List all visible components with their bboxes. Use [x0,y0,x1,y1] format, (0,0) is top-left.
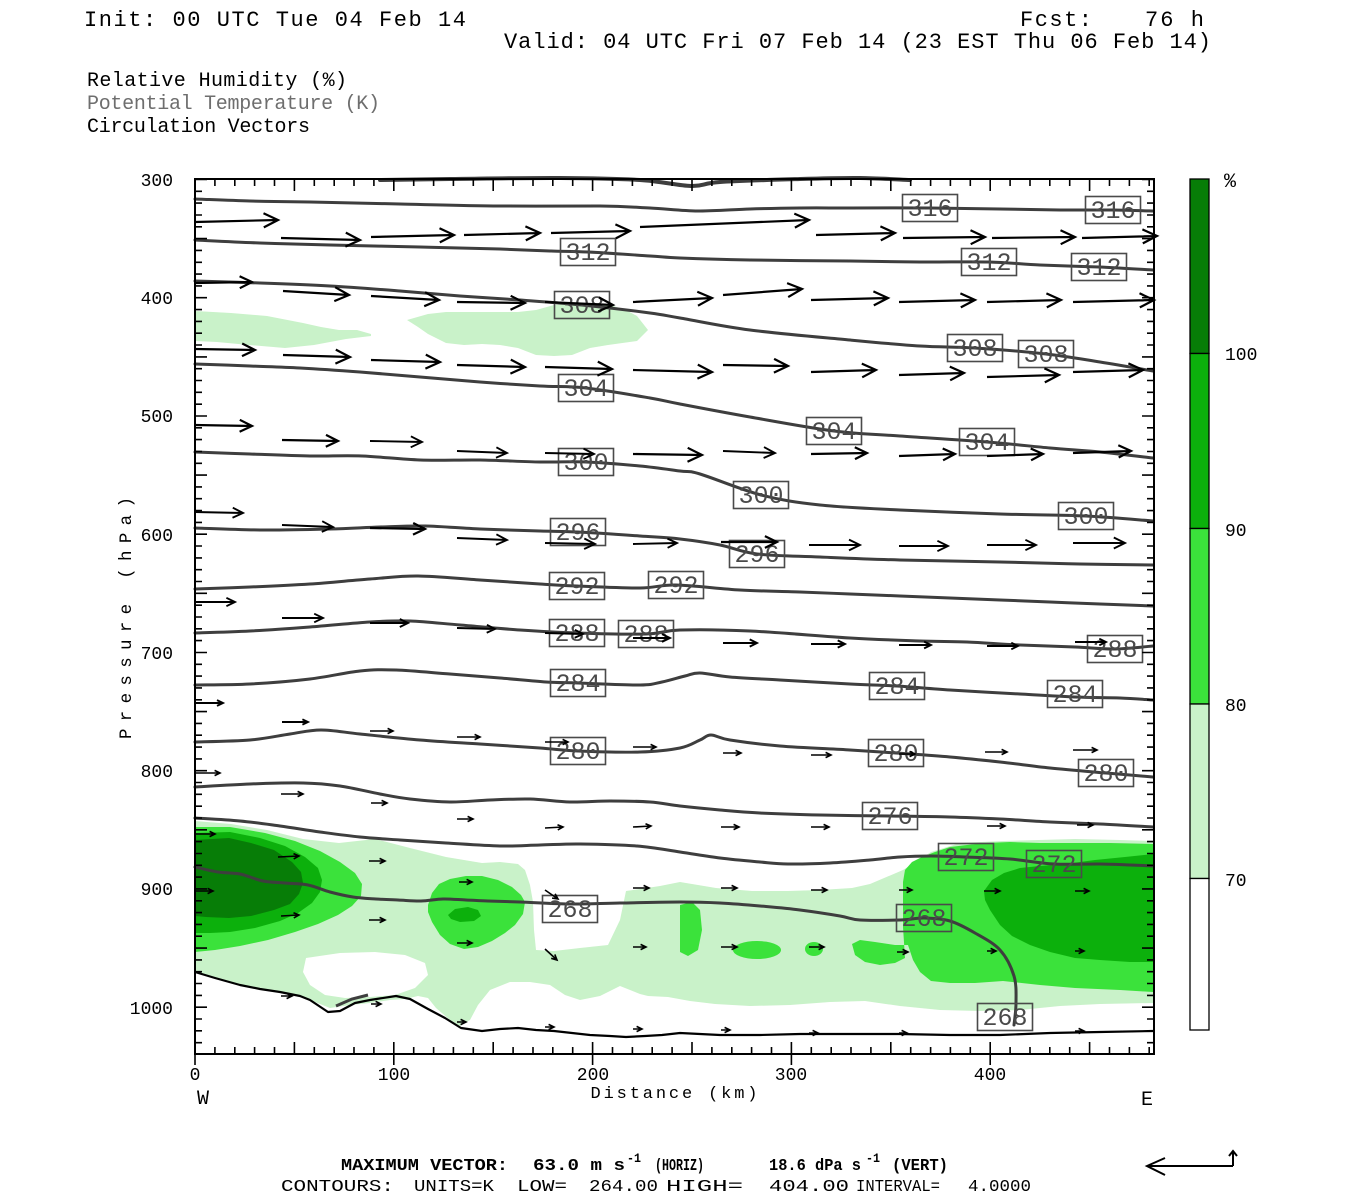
svg-text:Relative Humidity (%): Relative Humidity (%) [87,70,347,93]
svg-text:18.6 dPa s: 18.6 dPa s [769,1157,861,1176]
svg-text:100: 100 [378,1066,410,1086]
svg-text:272: 272 [943,844,988,873]
svg-text:Valid: 04 UTC Fri 07 Feb 14 (2: Valid: 04 UTC Fri 07 Feb 14 (23 EST Thu … [504,30,1211,55]
svg-text:Distance (km): Distance (km) [591,1085,758,1104]
svg-text:(HORIZ): (HORIZ) [655,1157,704,1176]
svg-text:268: 268 [547,896,592,925]
svg-text:-1: -1 [627,1151,641,1166]
svg-text:284: 284 [555,670,600,699]
svg-text:INTERVAL=: INTERVAL= [856,1178,940,1197]
svg-text:-1: -1 [866,1151,880,1166]
svg-text:288: 288 [1092,636,1137,665]
svg-text:284: 284 [874,673,919,702]
svg-text:316: 316 [907,195,952,224]
svg-text:400: 400 [974,1066,1006,1086]
svg-text:900: 900 [141,881,173,901]
svg-text:304: 304 [563,375,608,404]
svg-text:296: 296 [734,541,779,570]
svg-text:304: 304 [964,429,1009,458]
svg-text:308: 308 [559,292,604,321]
svg-text:264.00: 264.00 [589,1178,658,1197]
svg-text:316: 316 [1090,197,1135,226]
svg-text:Init: 00 UTC Tue 04 Feb 14: Init: 00 UTC Tue 04 Feb 14 [84,8,466,33]
svg-text:268: 268 [901,905,946,934]
svg-text:312: 312 [565,239,610,268]
svg-text:300: 300 [738,482,783,511]
svg-text:292: 292 [653,572,698,601]
svg-text:W: W [197,1088,209,1111]
svg-text:280: 280 [555,738,600,767]
svg-text:304: 304 [811,418,856,447]
svg-text:80: 80 [1225,697,1247,717]
svg-text:Fcst:: Fcst: [1020,8,1092,33]
svg-text:404.00: 404.00 [769,1178,849,1197]
svg-text:308: 308 [952,335,997,364]
svg-text:272: 272 [1031,851,1076,880]
svg-text:312: 312 [966,249,1011,278]
svg-text:%: % [1224,171,1237,194]
svg-text:90: 90 [1225,522,1247,542]
svg-text:300: 300 [141,172,173,192]
svg-text:300: 300 [775,1066,807,1086]
svg-text:500: 500 [141,408,173,428]
svg-text:200: 200 [577,1066,609,1086]
svg-text:UNITS=K: UNITS=K [414,1178,495,1197]
svg-text:0: 0 [190,1066,201,1086]
svg-text:276: 276 [867,803,912,832]
svg-text:CONTOURS:: CONTOURS: [281,1178,394,1197]
svg-text:Circulation Vectors: Circulation Vectors [87,116,310,139]
svg-text:HIGH=: HIGH= [666,1178,743,1197]
svg-text:280: 280 [1083,760,1128,789]
svg-text:800: 800 [141,763,173,783]
svg-text:E: E [1141,1089,1153,1112]
svg-text:292: 292 [554,573,599,602]
svg-text:288: 288 [623,621,668,650]
svg-text:1000: 1000 [130,1000,173,1020]
svg-text:4.0000: 4.0000 [968,1178,1031,1197]
svg-text:100: 100 [1225,346,1257,366]
svg-text:308: 308 [1023,341,1068,370]
svg-text:(VERT): (VERT) [892,1157,948,1176]
svg-text:600: 600 [141,527,173,547]
svg-text:312: 312 [1076,254,1121,283]
svg-text:LOW=: LOW= [517,1178,567,1197]
svg-text:MAXIMUM VECTOR:: MAXIMUM VECTOR: [341,1157,508,1176]
svg-text:400: 400 [141,290,173,310]
svg-text:300: 300 [1063,503,1108,532]
svg-text:Potential Temperature (K): Potential Temperature (K) [87,93,380,116]
svg-text:70: 70 [1225,872,1247,892]
svg-text:700: 700 [141,645,173,665]
svg-text:284: 284 [1052,681,1097,710]
svg-text:63.0 m s: 63.0 m s [533,1157,625,1176]
svg-text:268: 268 [982,1004,1027,1033]
